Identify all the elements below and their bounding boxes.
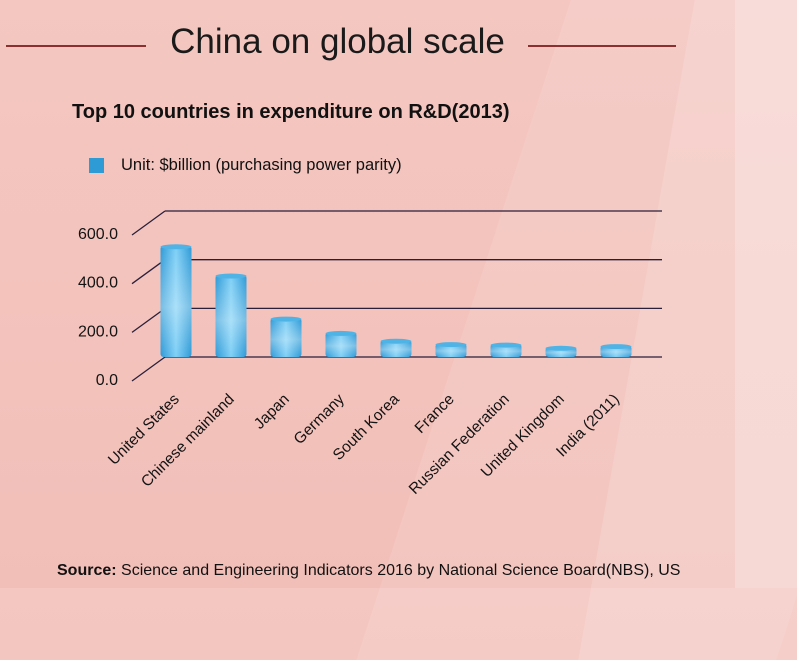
legend: Unit: $billion (purchasing power parity) — [89, 156, 402, 175]
x-tick-label: Chinese mainland — [138, 391, 238, 491]
bar — [325, 330, 357, 357]
y-tick-label: 0.0 — [96, 372, 118, 389]
page-title: China on global scale — [170, 22, 505, 61]
source-note: Source: Science and Engineering Indicato… — [57, 562, 680, 580]
y-tick-label: 600.0 — [78, 226, 118, 243]
x-tick-label: Germany — [291, 391, 348, 448]
gridline — [131, 259, 662, 285]
bar — [600, 344, 632, 357]
bar — [435, 342, 467, 357]
gridline — [131, 356, 662, 382]
gridline — [131, 210, 662, 236]
x-tick-label: Japan — [251, 391, 293, 433]
gridline — [131, 307, 662, 333]
bar — [380, 338, 412, 357]
source-text: Science and Engineering Indicators 2016 … — [121, 562, 681, 579]
bar — [215, 273, 247, 357]
bar — [490, 342, 522, 357]
source-label: Source: — [57, 562, 117, 579]
title-rule-left — [6, 45, 146, 47]
y-tick-label: 400.0 — [78, 275, 118, 292]
x-tick-label: France — [412, 391, 458, 437]
y-tick-label: 200.0 — [78, 323, 118, 340]
legend-swatch — [89, 158, 104, 173]
bar — [160, 244, 192, 357]
chart-title: Top 10 countries in expenditure on R&D(2… — [72, 101, 510, 123]
x-tick-label: Russian Federation — [406, 391, 513, 498]
title-banner: China on global scale — [0, 20, 797, 72]
legend-label: Unit: $billion (purchasing power parity) — [121, 156, 402, 174]
bar — [545, 345, 577, 357]
title-rule-right — [528, 45, 676, 47]
bar — [270, 316, 302, 357]
